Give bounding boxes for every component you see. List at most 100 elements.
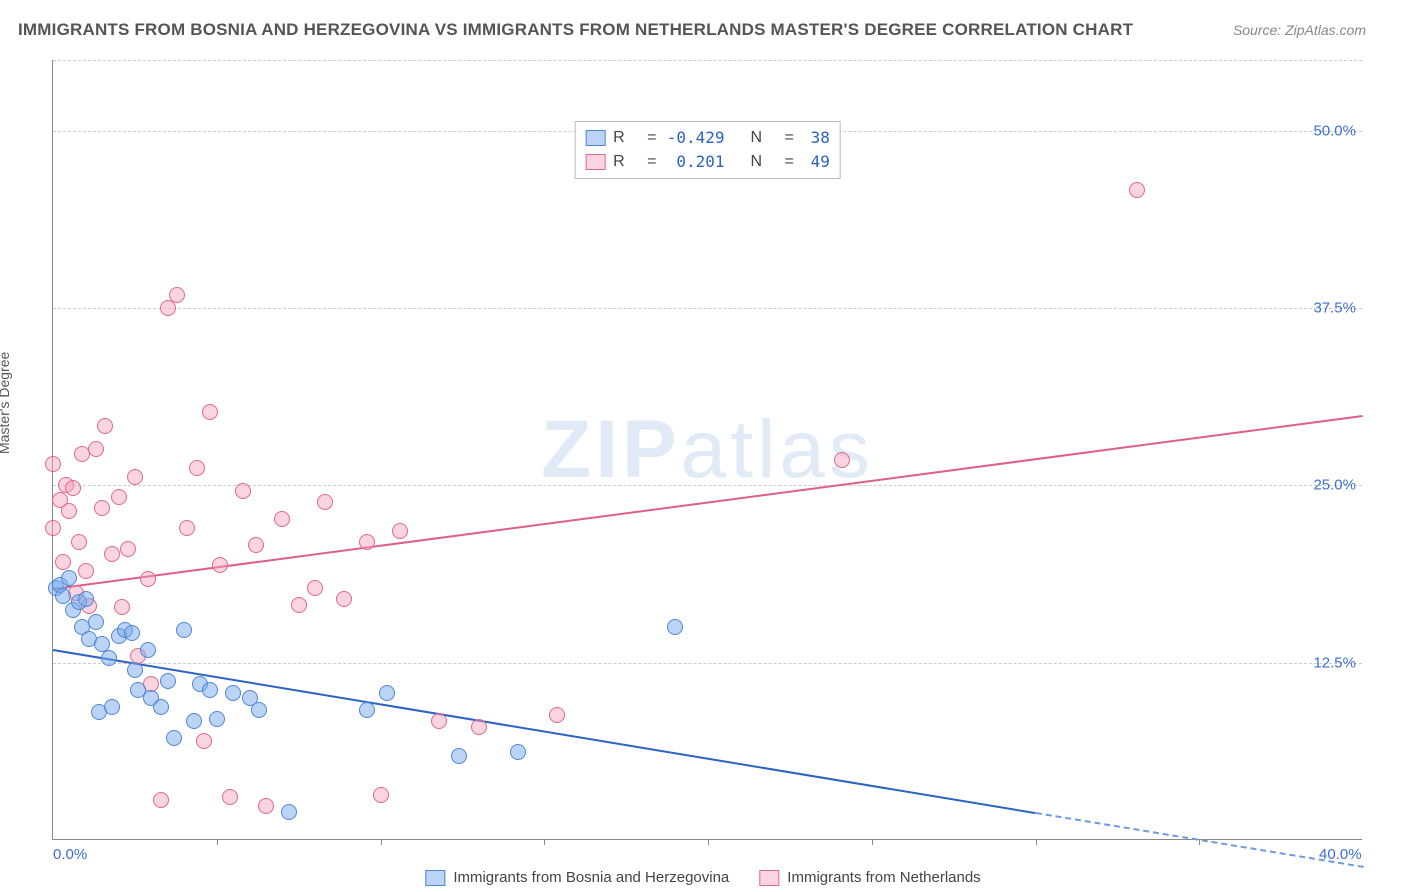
trend-line-blue-dashed [1035,812,1363,868]
correlation-chart: IMMIGRANTS FROM BOSNIA AND HERZEGOVINA V… [0,0,1406,892]
data-point [373,787,389,803]
data-point [258,798,274,814]
data-point [71,534,87,550]
n-value-pink: 49 [802,150,830,174]
data-point [176,622,192,638]
x-tick-mark [1036,839,1037,845]
data-point [510,744,526,760]
trend-line-blue [53,649,1036,814]
chart-title: IMMIGRANTS FROM BOSNIA AND HERZEGOVINA V… [18,20,1133,40]
grid-line [53,308,1362,309]
data-point [94,500,110,516]
data-point [127,469,143,485]
data-point [209,711,225,727]
x-tick-mark [544,839,545,845]
data-point [124,625,140,641]
legend-item-pink: Immigrants from Netherlands [759,869,980,886]
swatch-blue [585,130,605,146]
data-point [101,650,117,666]
grid-line [53,60,1362,61]
x-tick-label: 0.0% [53,846,87,863]
data-point [78,591,94,607]
legend-item-blue: Immigrants from Bosnia and Herzegovina [425,869,729,886]
data-point [202,682,218,698]
data-point [97,418,113,434]
data-point [251,702,267,718]
data-point [291,597,307,613]
swatch-pink [585,154,605,170]
data-point [317,494,333,510]
watermark: ZIPatlas [541,403,874,497]
data-point [1129,182,1145,198]
data-point [248,537,264,553]
y-tick-label: 37.5% [1313,300,1356,317]
data-point [153,792,169,808]
swatch-pink [759,870,779,886]
y-tick-label: 25.0% [1313,477,1356,494]
data-point [104,699,120,715]
data-point [179,520,195,536]
r-value-pink: 0.201 [665,150,725,174]
data-point [222,789,238,805]
data-point [189,460,205,476]
data-point [359,534,375,550]
data-point [202,404,218,420]
data-point [127,662,143,678]
data-point [307,580,323,596]
r-value-blue: -0.429 [665,126,725,150]
x-tick-mark [381,839,382,845]
source-credit: Source: ZipAtlas.com [1233,22,1366,38]
data-point [78,563,94,579]
data-point [88,614,104,630]
data-point [45,456,61,472]
data-point [114,599,130,615]
plot-area: ZIPatlas R = -0.429 N = 38 R = 0.201 N = [52,60,1362,840]
data-point [235,483,251,499]
data-point [834,452,850,468]
data-point [45,520,61,536]
data-point [169,287,185,303]
data-point [186,713,202,729]
data-point [88,441,104,457]
y-tick-label: 12.5% [1313,654,1356,671]
data-point [379,685,395,701]
stats-legend-box: R = -0.429 N = 38 R = 0.201 N = 49 [574,121,841,179]
data-point [55,588,71,604]
data-point [61,570,77,586]
data-point [140,571,156,587]
data-point [274,511,290,527]
data-point [140,642,156,658]
data-point [336,591,352,607]
x-tick-mark [872,839,873,845]
data-point [196,733,212,749]
swatch-blue [425,870,445,886]
x-tick-mark [708,839,709,845]
data-point [225,685,241,701]
data-point [392,523,408,539]
grid-line [53,663,1362,664]
data-point [111,489,127,505]
data-point [65,480,81,496]
stats-row-blue: R = -0.429 N = 38 [585,126,830,150]
bottom-legend: Immigrants from Bosnia and Herzegovina I… [425,869,980,886]
data-point [667,619,683,635]
data-point [431,713,447,729]
x-tick-mark [217,839,218,845]
y-tick-label: 50.0% [1313,122,1356,139]
data-point [471,719,487,735]
data-point [104,546,120,562]
data-point [281,804,297,820]
data-point [359,702,375,718]
data-point [212,557,228,573]
data-point [55,554,71,570]
stats-row-pink: R = 0.201 N = 49 [585,150,830,174]
data-point [166,730,182,746]
n-value-blue: 38 [802,126,830,150]
data-point [160,673,176,689]
data-point [153,699,169,715]
data-point [451,748,467,764]
data-point [549,707,565,723]
y-axis-label: Master's Degree [0,352,12,454]
data-point [61,503,77,519]
data-point [120,541,136,557]
